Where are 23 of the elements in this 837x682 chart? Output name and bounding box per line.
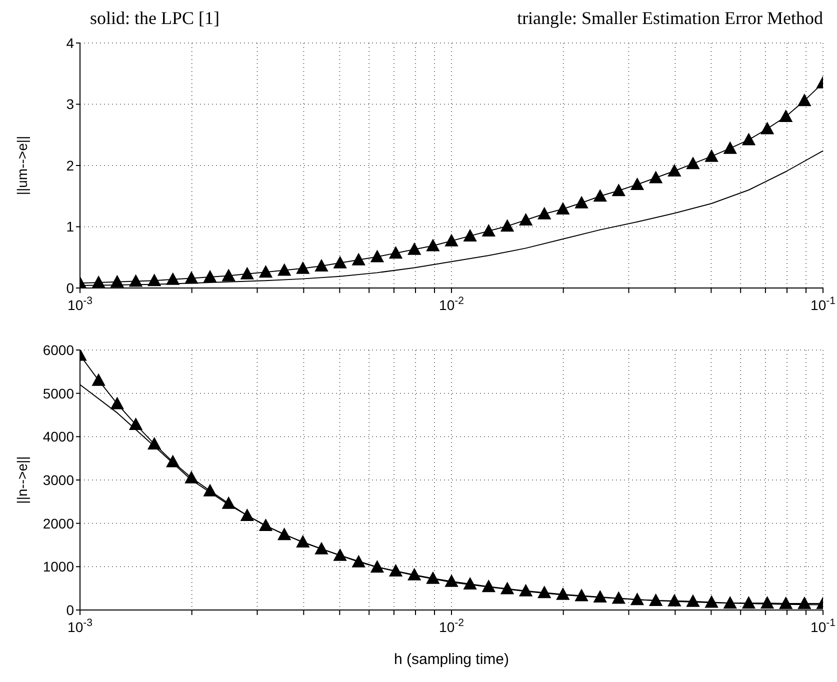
text: triangle: Smaller Estimation Error Method [517,8,823,29]
x-tick-label: 10$^{-2}$ [439,617,464,635]
x-axis-title: h (sampling time) [394,651,510,668]
x-tick-label: 10$^{-3}$ [68,295,93,313]
y-tick-label: 3000 [42,472,74,488]
x-tick-label: 10$^{-2}$ [439,295,464,313]
y-tick-label: 3 [66,96,74,112]
y-tick-label: 6000 [42,342,74,358]
y-tick-label: 4 [66,34,74,51]
y-tick-label: 4000 [42,428,74,445]
y-tick-label: 2 [66,157,74,174]
text: solid: the LPC [1] [90,8,220,29]
y-tick-label: 1000 [42,558,74,575]
x-tick-label: 10$^{-1}$ [810,617,836,635]
y-tick-label: 5000 [42,385,74,402]
y-tick-label: 0 [66,602,74,618]
x-tick-label: 10$^{-3}$ [68,617,93,635]
y-tick-label: 2000 [42,515,74,532]
y-axis-title: ||n-->e|| [14,456,30,504]
y-tick-label: 1 [66,218,74,235]
x-tick-label: 10$^{-1}$ [810,295,836,313]
y-tick-label: 0 [66,280,74,296]
y-axis-title: ||um-->e|| [14,136,30,196]
